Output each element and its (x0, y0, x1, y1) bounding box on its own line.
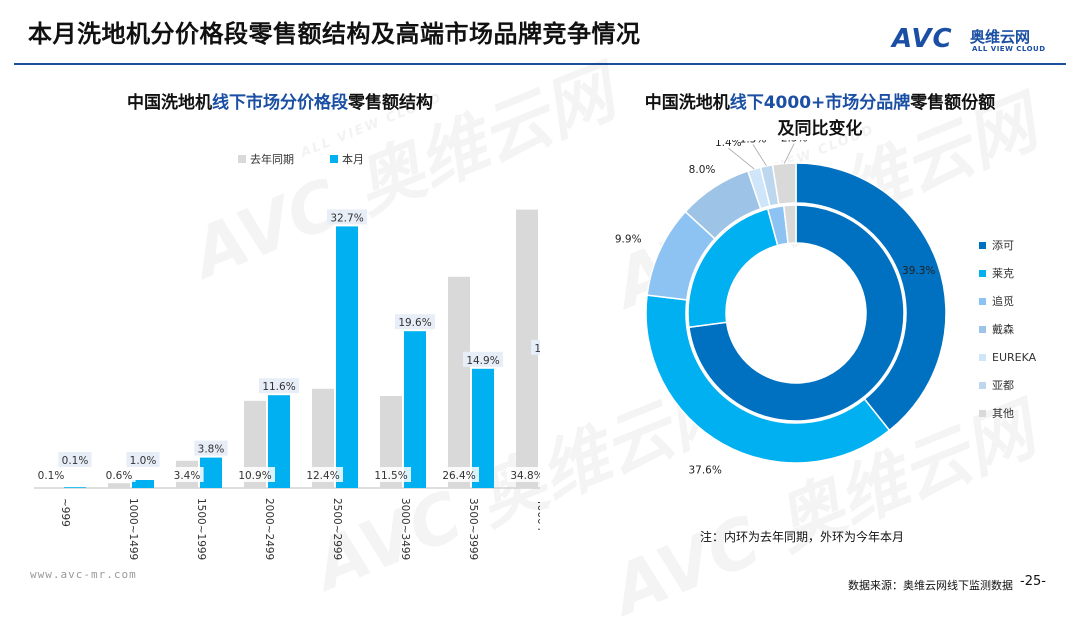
bar-chart: 去年同期 本月 0.1% 0.1% ~999 0.6% 1.0% 1000~1499 3.4%… (34, 152, 540, 560)
legend-label: 戴森 (992, 322, 1014, 336)
avc-logo: AVC 奥维云网 ALL VIEW CLOUD (892, 24, 1062, 58)
data-label-last-year: 3.4% (174, 470, 201, 482)
category-tick-label: 2000~2499 (263, 498, 275, 560)
legend-swatch (979, 270, 986, 277)
legend-label: 添可 (992, 238, 1014, 252)
category-tick-label: ~999 (59, 498, 71, 527)
donut-chart-title: 中国洗地机线下4000+市场分品牌零售额份额 及同比变化 (644, 93, 996, 139)
page-title: 本月洗地机分价格段零售额结构及高端市场品牌竞争情况 (28, 20, 641, 48)
data-label-last-year: 0.1% (38, 470, 65, 482)
data-label-last-year: 11.5% (374, 470, 407, 482)
legend-label: EUREKA (992, 351, 1037, 364)
legend-swatch (979, 242, 986, 249)
legend-label: 莱克 (992, 267, 1014, 280)
legend-swatch (238, 155, 246, 163)
donut-inner-slice (688, 204, 905, 422)
bar-this-month (132, 480, 154, 488)
donut-data-label: 37.6% (688, 464, 721, 476)
category-tick-label: 1000~1499 (127, 498, 139, 560)
logo-mark: AVC (892, 24, 953, 54)
bar-this-month (404, 331, 426, 488)
legend-swatch (979, 410, 986, 417)
bar-last-year (40, 487, 62, 488)
data-label-this-month: 14.9% (466, 355, 499, 367)
bar-last-year (516, 209, 538, 488)
legend-label: 其他 (992, 407, 1014, 420)
bars-group: 0.1% 0.1% ~999 0.6% 1.0% 1000~1499 3.4% 3.8% 150… (34, 209, 540, 560)
title-rule (14, 63, 1066, 65)
category-tick-label: 4000+ (535, 498, 540, 534)
data-label-last-year: 12.4% (306, 470, 339, 482)
donut-data-label: 1.4% (715, 140, 742, 149)
category-tick-label: 1500~1999 (195, 498, 207, 560)
donut-data-label: 1.3% (740, 140, 767, 145)
data-label-this-month: 0.1% (62, 455, 89, 467)
donut-data-label: 2.5% (781, 140, 808, 145)
donut-group: 39.3% 37.6% 9.9% 8.0% 1.4%1.3% 2.5% (615, 140, 947, 476)
legend-swatch (979, 298, 986, 305)
category-tick-label: 3500~3999 (467, 498, 479, 560)
bar-last-year (312, 388, 334, 488)
leader-line (783, 143, 795, 164)
bar-this-month (472, 368, 494, 488)
donut-outer-slice (645, 294, 891, 464)
footer-url: www.avc-mr.com (30, 568, 137, 581)
leader-line (728, 147, 755, 170)
donut-outer-slice (771, 162, 797, 206)
ring-note: 注：内环为去年同期，外环为今年本月 (700, 530, 905, 544)
bar-last-year (108, 483, 130, 488)
bar-legend: 去年同期 本月 (238, 152, 364, 166)
data-label-this-month: 32.7% (330, 212, 363, 224)
donut-inner-slice (782, 204, 797, 245)
leader-line (752, 144, 767, 167)
legend-label: 本月 (342, 152, 364, 166)
data-label-last-year: 34.8% (510, 470, 540, 482)
category-tick-label: 2500~2999 (331, 498, 343, 560)
legend-swatch (330, 155, 338, 163)
data-label-this-month: 1.0% (130, 455, 157, 467)
data-label-last-year: 26.4% (442, 470, 475, 482)
data-label-last-year: 0.6% (106, 470, 133, 482)
footer-source: 数据来源：奥维云网线下监测数据 (848, 579, 1013, 592)
donut-outer-slice (795, 162, 947, 432)
data-label-this-month: 11.6% (262, 381, 295, 393)
data-label-this-month: 3.8% (198, 444, 225, 456)
data-label-this-month: 19.6% (398, 317, 431, 329)
legend-label: 亚都 (992, 379, 1014, 392)
bar-last-year (380, 396, 402, 488)
bar-chart-title: 中国洗地机线下市场分价格段零售额结构 (127, 93, 433, 113)
legend-label: 追觅 (992, 294, 1014, 308)
bar-this-month (200, 457, 222, 488)
logo-cn: 奥维云网 (970, 28, 1031, 46)
bar-this-month (336, 226, 358, 488)
bar-last-year (244, 400, 266, 488)
donut-data-label: 9.9% (615, 234, 642, 246)
page-number: -25- (1020, 574, 1046, 589)
bar-this-month (268, 395, 290, 488)
legend-swatch (979, 382, 986, 389)
donut-data-label: 8.0% (689, 164, 716, 176)
bar-last-year (448, 276, 470, 488)
category-tick-label: 3000~3499 (399, 498, 411, 560)
data-label-this-month: 16.4% (534, 343, 540, 355)
logo-en: ALL VIEW CLOUD (972, 45, 1046, 53)
legend-swatch (979, 326, 986, 333)
donut-data-label: 39.3% (902, 265, 935, 277)
legend-label: 去年同期 (250, 152, 294, 166)
legend-swatch (979, 354, 986, 361)
bar-this-month (64, 487, 86, 488)
data-label-last-year: 10.9% (238, 470, 271, 482)
